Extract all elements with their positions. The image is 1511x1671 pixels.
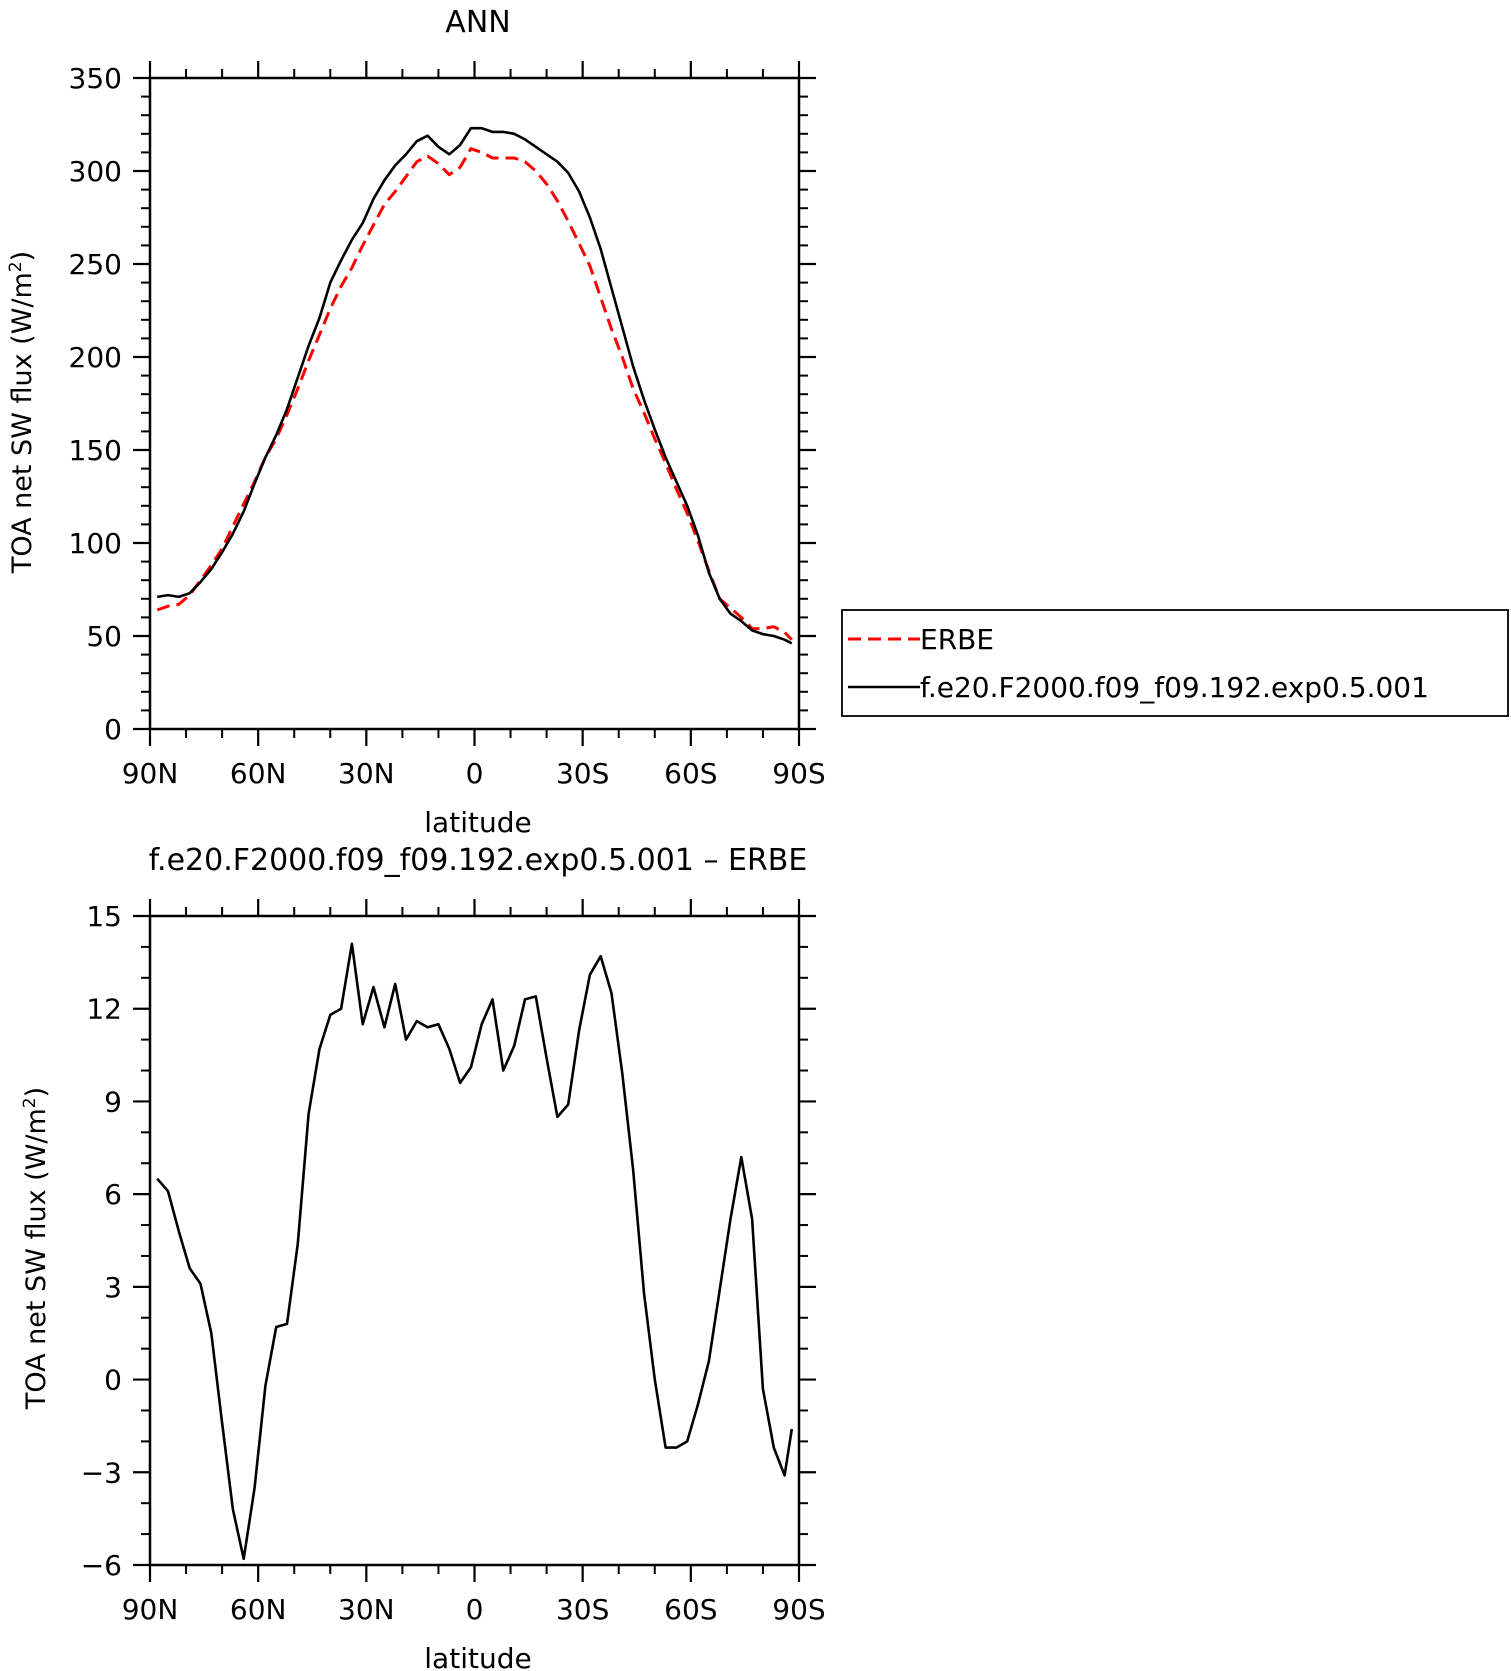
bottom-x-tick-label: 60N [230, 1593, 287, 1626]
bottom-panel-ticks: 90N 60N 30N 0 30S 60S 90S −6 −3 0 3 6 9 12 15 [81, 899, 826, 1626]
top-y-tick-label: 300 [69, 155, 122, 188]
bottom-panel-ylabel: TOA net SW flux (W/m2) [20, 1087, 52, 1410]
top-y-tick-label: 150 [69, 434, 122, 467]
top-x-tick-label: 90N [122, 757, 179, 790]
bottom-y-tick-label: 6 [104, 1178, 122, 1211]
bottom-y-tick-label: −3 [81, 1456, 122, 1489]
top-panel-ylabel-sup: 2 [6, 261, 26, 272]
bottom-y-tick-label: 12 [86, 993, 122, 1026]
top-x-tick-label: 60N [230, 757, 287, 790]
top-series-line-0 [156, 147, 793, 641]
top-panel-frame [148, 76, 801, 731]
bottom-y-tick-label: 15 [86, 900, 122, 933]
bottom-y-tick-label: 9 [104, 1085, 122, 1118]
bottom-x-tick-label: 90N [122, 1593, 179, 1626]
bottom-y-tick-label: 0 [104, 1364, 122, 1397]
bottom-panel-frame [148, 914, 801, 1567]
bottom-x-tick-label: 30N [338, 1593, 395, 1626]
bottom-panel-title: f.e20.F2000.f09_f09.192.exp0.5.001 – ERB… [149, 843, 808, 878]
legend-box [841, 609, 1509, 717]
top-panel-ticks: 90N 60N 30N 0 30S 60S 90S 0 50 100 150 200 250 300 350 [69, 61, 826, 790]
bottom-panel-xlabel: latitude [424, 1642, 531, 1671]
top-y-tick-label: 200 [69, 341, 122, 374]
top-x-tick-label: 60S [664, 757, 717, 790]
legend-label-model: f.e20.F2000.f09_f09.192.exp0.5.001 [920, 671, 1429, 704]
top-panel-series [156, 126, 793, 645]
bottom-panel-ylabel-close: ) [21, 1087, 52, 1098]
bottom-x-tick-label: 90S [772, 1593, 825, 1626]
bottom-panel-ylabel-main: TOA net SW flux (W/m [21, 1108, 52, 1410]
legend-label-erbe: ERBE [920, 623, 994, 656]
bottom-x-tick-label: 30S [556, 1593, 609, 1626]
top-panel-ylabel: TOA net SW flux (W/m2) [6, 251, 38, 574]
top-y-tick-label: 350 [69, 62, 122, 95]
bottom-panel-series [156, 942, 794, 1561]
bottom-x-tick-label: 60S [664, 1593, 717, 1626]
top-y-tick-label: 100 [69, 527, 122, 560]
top-y-tick-label: 250 [69, 248, 122, 281]
bottom-y-tick-label: −6 [81, 1549, 122, 1582]
top-x-tick-label: 30S [556, 757, 609, 790]
bottom-y-tick-label: 3 [104, 1271, 122, 1304]
bottom-series-line-0 [156, 942, 794, 1561]
top-y-tick-label: 50 [86, 620, 122, 653]
bottom-x-tick-label: 0 [466, 1593, 484, 1626]
top-series-line-1 [156, 126, 793, 645]
top-x-tick-label: 30N [338, 757, 395, 790]
top-x-tick-label: 90S [772, 757, 825, 790]
top-panel: ANN latitude TOA net SW flux (W/m2) 90N 6… [6, 5, 826, 839]
bottom-panel: f.e20.F2000.f09_f09.192.exp0.5.001 – ERB… [20, 843, 826, 1671]
top-y-tick-label: 0 [104, 713, 122, 746]
bottom-panel-ylabel-sup: 2 [20, 1097, 40, 1108]
top-panel-ylabel-close: ) [7, 251, 38, 262]
top-x-tick-label: 0 [466, 757, 484, 790]
legend: ERBE f.e20.F2000.f09_f09.192.exp0.5.001 [841, 609, 1509, 717]
top-panel-title: ANN [445, 5, 510, 40]
top-panel-xlabel: latitude [424, 806, 531, 839]
top-panel-ylabel-main: TOA net SW flux (W/m [7, 272, 38, 574]
